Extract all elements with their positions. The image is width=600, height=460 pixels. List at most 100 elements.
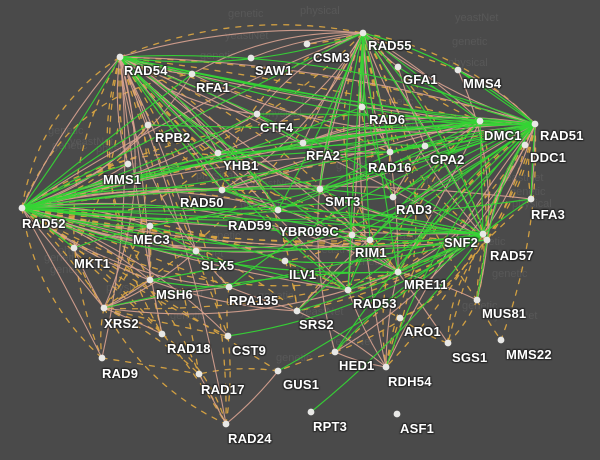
edge [21,124,149,209]
edge [479,120,488,241]
graph-node[interactable] [18,204,26,212]
edge [256,113,536,125]
edge [119,56,399,273]
edge [21,207,200,375]
graph-node[interactable] [146,222,154,230]
edge [21,106,363,209]
edge [108,56,163,335]
graph-node[interactable] [274,206,282,214]
edge [221,32,364,191]
edge [191,32,364,75]
edge [21,32,364,209]
graph-node[interactable] [224,332,232,340]
edge [343,32,399,273]
graph-node[interactable] [421,142,429,150]
graph-node[interactable] [158,330,166,338]
graph-node[interactable] [473,296,481,304]
graph-node[interactable] [394,63,402,71]
graph-node[interactable] [444,339,452,347]
graph-node[interactable] [393,410,401,418]
graph-node[interactable] [100,304,108,312]
graph-node[interactable] [483,236,491,244]
edge [21,198,532,221]
edge [21,73,193,209]
edge [103,250,197,309]
edge [457,69,490,301]
edge [191,73,536,125]
edge [361,32,394,198]
graph-node[interactable] [188,70,196,78]
graph-node[interactable] [366,236,374,244]
edge [385,233,484,368]
graph-node[interactable] [299,139,307,147]
edge [447,239,488,344]
graph-node[interactable] [98,354,106,362]
edge [500,123,537,341]
graph-node[interactable] [531,120,539,128]
graph-node[interactable] [281,257,289,265]
graph-node[interactable] [146,276,154,284]
edge [149,123,536,281]
edge [277,123,536,211]
graph-node[interactable] [214,149,222,157]
graph-node[interactable] [527,195,535,203]
graph-node[interactable] [344,286,352,294]
graph-node[interactable] [382,363,390,371]
graph-node[interactable] [70,244,78,252]
graph-node[interactable] [316,185,324,193]
graph-node[interactable] [521,141,529,149]
edge [397,66,536,125]
edge [296,123,536,312]
edge [21,207,488,248]
edge [119,56,227,425]
graph-node[interactable] [348,231,356,239]
graph-node[interactable] [476,117,484,125]
edge [319,188,371,241]
graph-node[interactable] [307,408,315,416]
edge [362,32,481,122]
graph-node[interactable] [218,186,226,194]
edge [369,123,536,241]
graph-node[interactable] [389,193,397,201]
graph-node[interactable] [479,230,487,238]
edge [284,234,353,262]
node-dot-group [18,29,539,428]
graph-node[interactable] [192,247,200,255]
graph-node[interactable] [274,367,282,375]
edge [103,307,229,337]
graph-node[interactable] [386,148,394,156]
edge [362,32,399,273]
graph-node[interactable] [222,420,230,428]
edge [119,24,364,58]
edge [482,123,536,235]
graph-node[interactable] [454,66,462,74]
graph-node[interactable] [293,307,301,315]
graph-node[interactable] [396,314,404,322]
graph-node[interactable] [144,121,152,129]
graph-node[interactable] [394,268,402,276]
graph-node[interactable] [116,53,124,61]
graph-node[interactable] [358,103,366,111]
edge [226,286,230,337]
edge [21,56,121,209]
edge [21,152,321,209]
graph-node[interactable] [303,40,311,48]
graph-node[interactable] [247,54,255,62]
edge [119,56,223,191]
edge [149,210,484,235]
edge [347,289,387,368]
edge [486,144,526,241]
edge [284,260,349,291]
edge [385,123,536,368]
graph-node[interactable] [253,110,261,118]
edge [100,307,105,359]
graph-node[interactable] [331,348,339,356]
graph-node[interactable] [195,370,203,378]
edge [319,188,394,198]
graph-node[interactable] [225,283,233,291]
graph-node[interactable] [359,29,367,37]
graph-node[interactable] [497,336,505,344]
edge [21,32,364,209]
graph-node[interactable] [124,160,132,168]
